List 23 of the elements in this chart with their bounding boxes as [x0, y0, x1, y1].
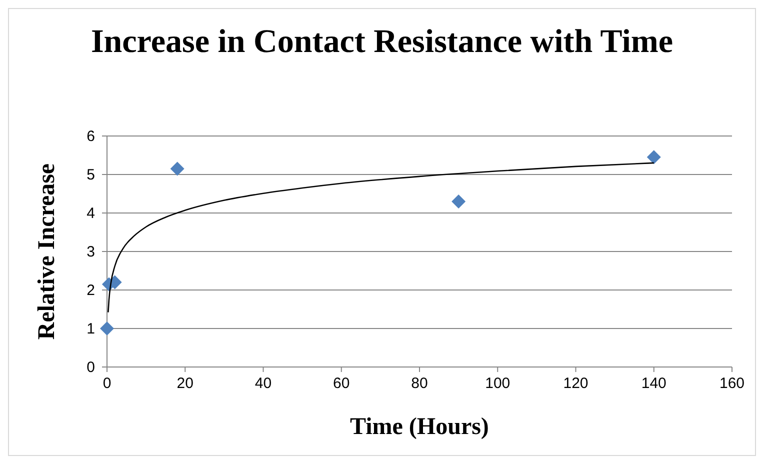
point [452, 194, 466, 208]
x-tick-label: 20 [176, 375, 194, 392]
chart-title: Increase in Contact Resistance with Time [90, 24, 674, 60]
x-tick-label: 40 [254, 375, 272, 392]
y-tick-label: 0 [86, 359, 95, 376]
y-tick-label: 6 [86, 128, 95, 145]
y-tick-label: 1 [86, 320, 95, 338]
x-tick-label: 60 [333, 375, 350, 392]
y-axis-title: Relative Increase [34, 163, 60, 340]
y-tick-label: 4 [86, 205, 95, 222]
x-tick-label: 160 [719, 375, 745, 392]
point [170, 162, 184, 176]
x-tick-label: 100 [485, 375, 510, 392]
point [646, 150, 661, 164]
x-tick-label: 80 [411, 375, 428, 392]
y-tick-label: 3 [86, 244, 95, 260]
x-tick-label: 140 [641, 375, 666, 392]
x-tick-label: 0 [102, 375, 112, 392]
y-tick-label: 2 [86, 282, 95, 299]
y-tick-label: 5 [86, 166, 95, 184]
x-axis-title: Time (Hours) [350, 414, 489, 440]
point [100, 322, 114, 336]
x-tick-label: 120 [563, 375, 588, 392]
